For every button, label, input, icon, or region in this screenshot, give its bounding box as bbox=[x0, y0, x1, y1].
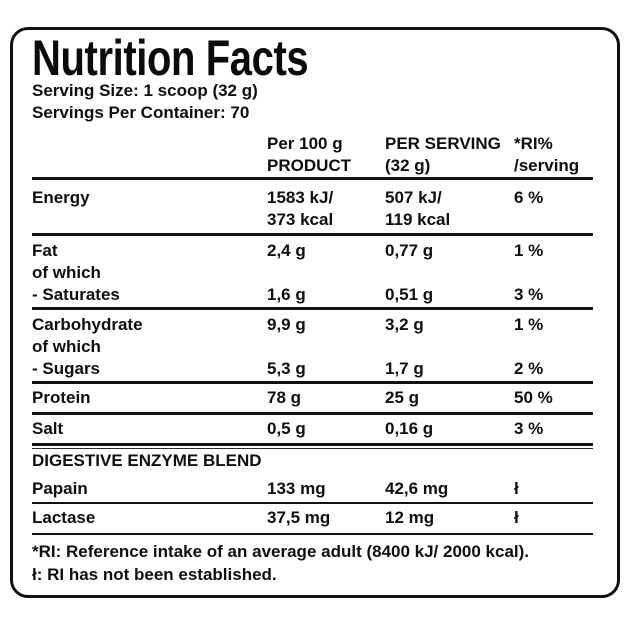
row-ri: 1 % 2 % bbox=[514, 315, 544, 378]
divider-below-carbohydrate bbox=[32, 381, 593, 384]
section-header-row: DIGESTIVE ENZYME BLEND bbox=[32, 449, 593, 472]
table-header-row: Per 100 g PRODUCT PER SERVING (32 g) *RI… bbox=[32, 133, 593, 177]
row-ri: 1 % 3 % bbox=[514, 241, 544, 304]
header-nutrient-spacer bbox=[32, 133, 267, 177]
nutrition-facts-panel: Nutrition Facts Serving Size: 1 scoop (3… bbox=[10, 27, 620, 598]
header-ri-percent: *RI% /serving bbox=[514, 134, 580, 175]
row-ri: 3 % bbox=[514, 419, 544, 438]
divider-below-header bbox=[32, 177, 593, 180]
table-row-protein: Protein 78 g 25 g 50 % bbox=[32, 384, 593, 412]
row-per-serving: 0,16 g bbox=[385, 419, 434, 438]
divider-below-energy bbox=[32, 233, 593, 236]
table-row-fat: Fat of which - Saturates 2,4 g 1,6 g 0,7… bbox=[32, 236, 593, 307]
row-per-100g: 0,5 g bbox=[267, 419, 306, 438]
table-row-salt: Salt 0,5 g 0,16 g 3 % bbox=[32, 415, 593, 443]
header-per-serving: PER SERVING (32 g) bbox=[385, 134, 501, 175]
row-label: Lactase bbox=[32, 508, 96, 527]
row-per-100g: 2,4 g 1,6 g bbox=[267, 241, 306, 304]
row-per-serving: 25 g bbox=[385, 388, 420, 407]
row-per-100g: 78 g bbox=[267, 388, 302, 407]
row-label: Salt bbox=[32, 419, 64, 438]
row-label: Protein bbox=[32, 388, 91, 407]
header-per-100g: Per 100 g PRODUCT bbox=[267, 134, 352, 175]
digestive-enzyme-blend-header: DIGESTIVE ENZYME BLEND bbox=[32, 451, 262, 470]
row-per-serving: 3,2 g 1,7 g bbox=[385, 315, 424, 378]
serving-size-line: Serving Size: 1 scoop (32 g) bbox=[32, 81, 258, 100]
table-row-papain: Papain 133 mg 42,6 mg ł bbox=[32, 472, 593, 502]
row-ri: ł bbox=[514, 479, 519, 498]
servings-per-container-line: Servings Per Container: 70 bbox=[32, 103, 250, 122]
row-label: Fat of which - Saturates bbox=[32, 241, 120, 304]
row-per-serving: 0,77 g 0,51 g bbox=[385, 241, 434, 304]
row-per-100g: 37,5 mg bbox=[267, 508, 331, 527]
row-ri: 50 % bbox=[514, 388, 553, 407]
footnotes: *RI: Reference intake of an average adul… bbox=[32, 540, 593, 586]
row-label: Papain bbox=[32, 479, 88, 498]
footnote-ri-definition: *RI: Reference intake of an average adul… bbox=[32, 542, 530, 561]
divider-below-protein bbox=[32, 412, 593, 415]
row-ri: 6 % bbox=[514, 188, 544, 207]
row-ri: ł bbox=[514, 508, 519, 527]
row-per-serving: 12 mg bbox=[385, 508, 435, 527]
row-per-100g: 133 mg bbox=[267, 479, 326, 498]
nutrition-facts-title: Nutrition Facts bbox=[32, 30, 309, 86]
divider-below-salt bbox=[32, 443, 593, 449]
row-per-100g: 1583 kJ/ 373 kcal bbox=[267, 188, 334, 229]
divider-below-lactase bbox=[32, 533, 593, 535]
row-label: Carbohydrate of which - Sugars bbox=[32, 315, 143, 378]
divider-below-papain bbox=[32, 502, 593, 504]
table-row-carbohydrate: Carbohydrate of which - Sugars 9,9 g 5,3… bbox=[32, 310, 593, 381]
row-per-100g: 9,9 g 5,3 g bbox=[267, 315, 306, 378]
row-per-serving: 507 kJ/ 119 kcal bbox=[385, 188, 451, 229]
table-row-energy: Energy 1583 kJ/ 373 kcal 507 kJ/ 119 kca… bbox=[32, 180, 593, 233]
row-label: Energy bbox=[32, 188, 90, 207]
table-row-lactase: Lactase 37,5 mg 12 mg ł bbox=[32, 504, 593, 533]
footnote-not-established: ł: RI has not been established. bbox=[32, 565, 277, 584]
row-per-serving: 42,6 mg bbox=[385, 479, 449, 498]
divider-below-fat bbox=[32, 307, 593, 310]
